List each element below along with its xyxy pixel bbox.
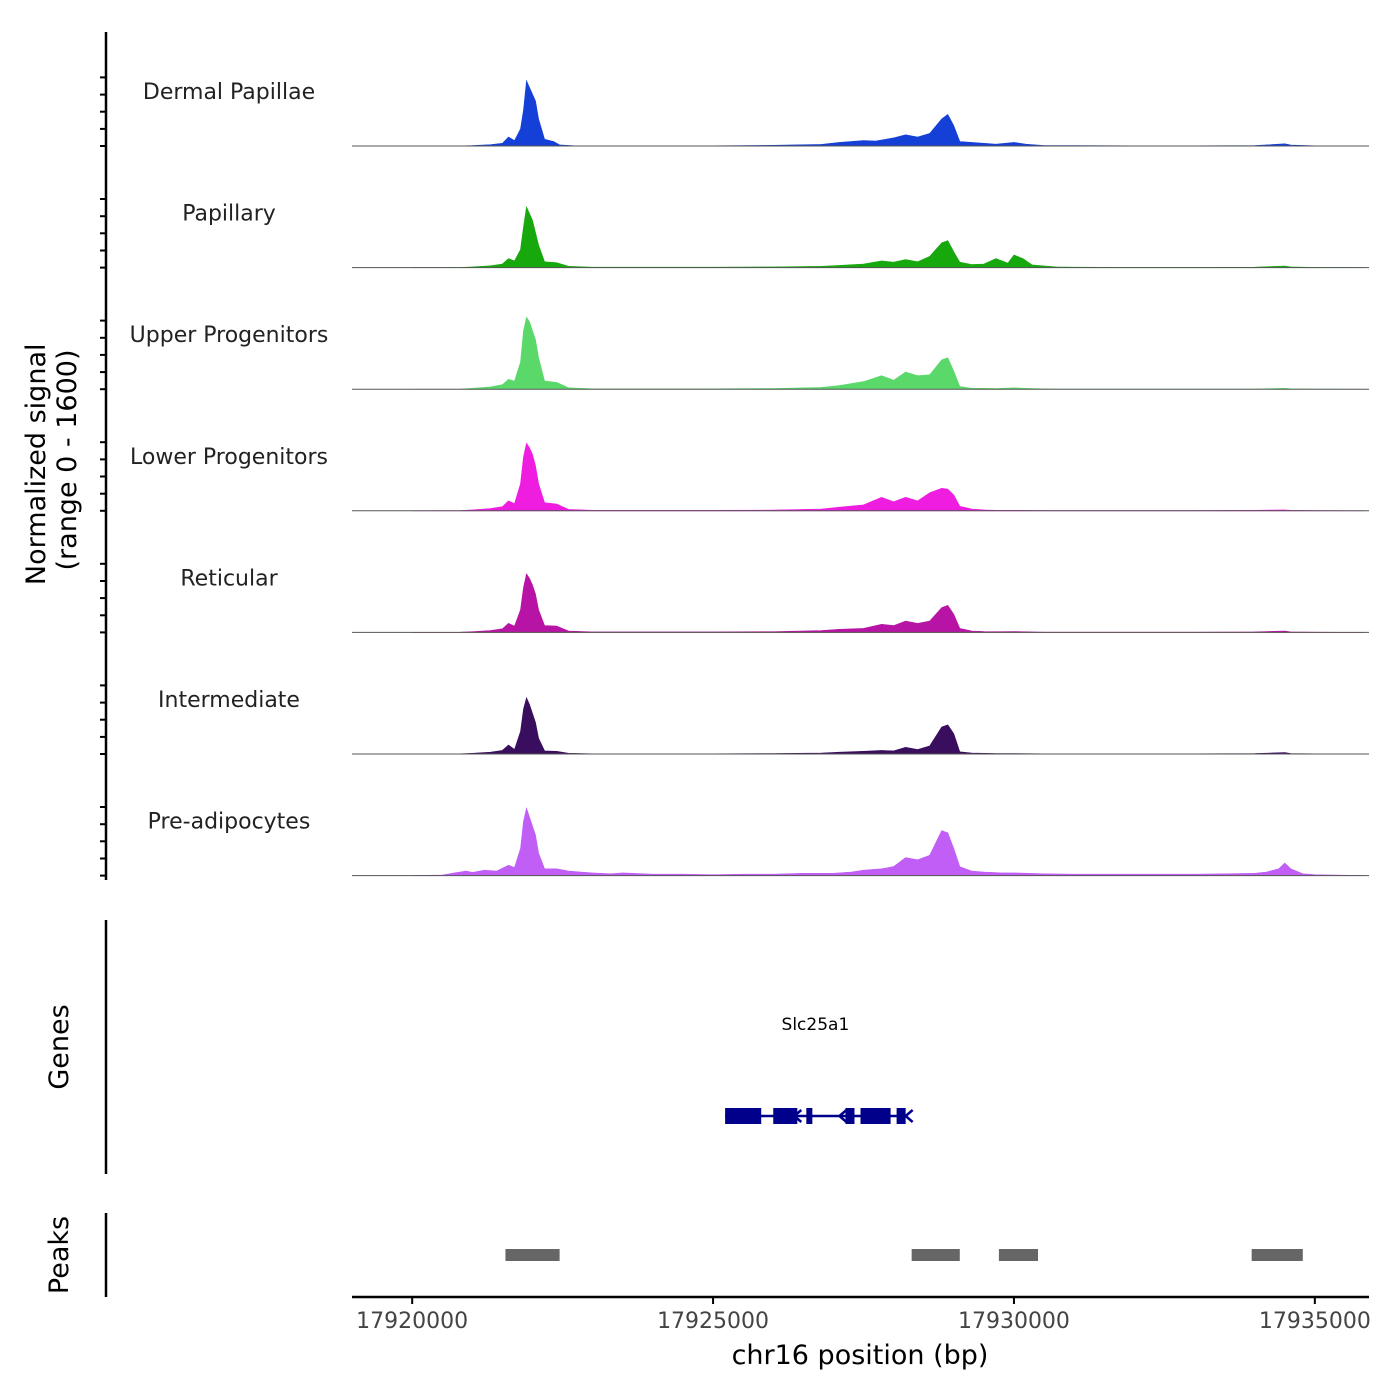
signal-axis-title: Normalized signal (range 0 - 1600) [21,335,83,585]
x-axis: 17920000 17925000 17930000 17935000 [356,1297,1371,1334]
signal-area-6 [412,696,1364,755]
gene-exon [860,1108,891,1124]
signal-area-2 [412,205,1364,268]
genes-axis-title: Genes [44,1004,75,1089]
gene-label: Slc25a1 [782,1015,850,1035]
gene-exon [725,1108,762,1124]
x-tick-label: 17925000 [657,1309,769,1334]
signal-axis-title-line1: Normalized signal [21,344,52,586]
peaks-axis-title: Peaks [44,1216,75,1294]
peaks-track [505,1249,1303,1261]
gene-exon [845,1108,855,1124]
gene-strand-arrow [837,1109,848,1123]
track-label-2: Papillary [182,202,276,227]
signal-tracks: Dermal Papillae Papillary Upper Progenitor… [130,79,1369,877]
peak-bar [911,1249,960,1261]
gene-strand-arrow [792,1109,803,1123]
signal-area-3 [412,316,1364,390]
track-label-5: Reticular [180,566,278,591]
x-tick-label: 17920000 [356,1309,468,1334]
gene-model [725,1108,914,1124]
track-label-7: Pre-adipocytes [148,810,311,835]
x-tick-label: 17930000 [958,1309,1070,1334]
signal-y-axis [100,32,108,880]
signal-area-7 [412,806,1364,876]
gene-exon [806,1108,813,1124]
x-axis-title: chr16 position (bp) [732,1340,989,1371]
gene-strand-arrow [903,1109,914,1123]
peak-bar [998,1249,1039,1261]
track-label-4: Lower Progenitors [130,445,328,470]
peak-bar [1251,1249,1303,1261]
signal-axis-title-line2: (range 0 - 1600) [52,350,83,571]
track-label-3: Upper Progenitors [130,323,329,348]
peak-bar [505,1249,560,1261]
x-tick-label: 17935000 [1259,1309,1371,1334]
signal-area-4 [412,442,1364,512]
gene-exon [773,1108,798,1124]
track-label-1: Dermal Papillae [143,80,315,105]
gene-exon [896,1108,906,1124]
signal-area-5 [412,573,1364,633]
track-label-6: Intermediate [158,688,300,713]
signal-area-1 [412,79,1364,147]
